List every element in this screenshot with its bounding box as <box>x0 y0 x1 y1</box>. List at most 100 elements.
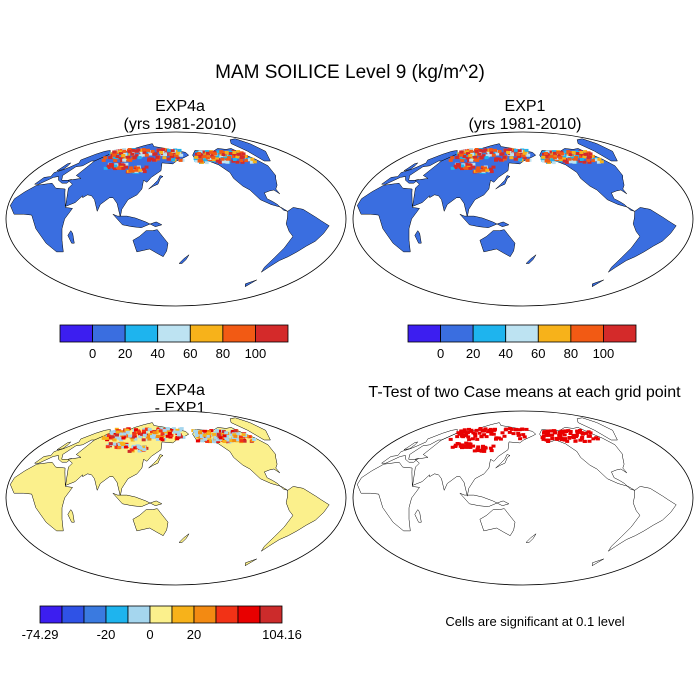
figure-title: MAM SOILICE Level 9 (kg/m^2) <box>215 62 485 83</box>
grid-cell <box>106 435 111 439</box>
landmass-australia <box>479 508 516 536</box>
grid-cell <box>109 431 114 435</box>
grid-cell <box>476 445 481 449</box>
landmass-europe <box>381 150 458 185</box>
grid-cell <box>465 431 470 435</box>
grid-cell <box>113 159 118 163</box>
grid-cell <box>550 437 555 441</box>
grid-cell <box>462 428 467 432</box>
grid-cell <box>467 427 471 431</box>
grid-cell <box>250 157 255 161</box>
grid-cell <box>175 428 180 432</box>
grid-cell <box>221 153 226 156</box>
grid-cell <box>568 430 573 433</box>
grid-cell <box>562 433 567 437</box>
grid-cell <box>117 436 122 440</box>
grid-cell <box>218 160 223 164</box>
grid-cell <box>176 433 181 437</box>
grid-cell <box>144 427 149 431</box>
grid-cell <box>562 157 566 161</box>
landmass-africa <box>10 461 73 532</box>
grid-cell <box>516 431 521 435</box>
landmass-japan <box>495 175 511 190</box>
landmass-indonesia <box>112 492 163 507</box>
grid-cell <box>491 153 496 157</box>
grid-cell <box>460 434 464 438</box>
landmass-new-zealand <box>178 254 190 264</box>
grid-cell <box>493 148 497 152</box>
grid-cell <box>581 153 585 157</box>
colorbar-tick-label: 0 <box>146 627 153 642</box>
grid-cell <box>559 158 563 162</box>
grid-cell <box>471 444 476 448</box>
grid-cell <box>166 157 171 161</box>
grid-cell <box>450 166 455 170</box>
grid-cell <box>133 431 138 435</box>
grid-cell <box>195 159 199 163</box>
grid-cell <box>567 436 572 439</box>
landmass-madagascar <box>67 509 75 523</box>
landmass-japan <box>148 175 164 190</box>
grid-cell <box>507 430 512 434</box>
grid-cell <box>522 156 527 160</box>
grid-cell <box>467 438 472 442</box>
grid-cell <box>459 150 464 154</box>
grid-cell <box>502 155 507 159</box>
grid-cell <box>142 151 147 155</box>
grid-cell <box>514 427 518 431</box>
grid-cell <box>488 427 493 431</box>
panel2-title-line1: EXP1 <box>504 98 546 115</box>
grid-cell <box>117 150 122 154</box>
map-ellipse <box>352 410 694 586</box>
grid-cell <box>579 158 584 161</box>
grid-cell <box>215 157 219 161</box>
grid-cell <box>197 435 202 439</box>
grid-cell <box>493 427 497 431</box>
grid-cell <box>588 152 593 156</box>
grid-cell <box>148 433 153 437</box>
grid-cell <box>121 166 126 170</box>
grid-cell <box>161 148 166 151</box>
grid-cell <box>137 430 142 434</box>
grid-cell <box>524 148 529 152</box>
landmass-africa <box>10 182 73 253</box>
grid-cell <box>202 150 207 154</box>
grid-cell <box>474 428 479 432</box>
grid-cell <box>464 441 469 445</box>
grid-cell <box>456 164 461 168</box>
grid-cell <box>138 435 143 439</box>
grid-cell <box>479 435 484 439</box>
grid-cell <box>178 435 183 439</box>
grid-cell <box>222 440 227 443</box>
grid-cell <box>550 158 555 162</box>
grid-cell <box>567 157 572 161</box>
grid-cell <box>115 433 119 437</box>
grid-cell <box>236 150 241 154</box>
grid-cell <box>579 151 584 154</box>
grid-cell <box>232 158 237 161</box>
grid-cell <box>471 162 476 166</box>
grid-cell <box>195 439 200 443</box>
colorbar-swatch <box>193 605 217 624</box>
colorbar-swatch <box>105 605 129 624</box>
grid-cell <box>159 150 164 154</box>
grid-cell <box>225 160 230 164</box>
grid-cell <box>467 159 472 163</box>
landmass-antarctica-tip <box>591 279 605 287</box>
grid-cell <box>114 445 119 449</box>
map-panel-exp1 <box>352 131 694 307</box>
grid-cell <box>120 443 125 446</box>
grid-cell <box>239 159 244 163</box>
grid-cell <box>155 157 160 161</box>
grid-cell <box>498 437 503 441</box>
grid-cell <box>559 152 564 156</box>
grid-cell <box>477 448 482 452</box>
grid-cell <box>153 152 158 156</box>
colorbar-tick-label: 40 <box>150 346 164 361</box>
grid-cell <box>469 158 474 162</box>
grid-cell <box>460 164 465 168</box>
grid-cell <box>141 167 146 171</box>
grid-cell <box>216 150 221 154</box>
colorbar-tick-label: 100 <box>245 346 267 361</box>
grid-cell <box>197 159 202 163</box>
